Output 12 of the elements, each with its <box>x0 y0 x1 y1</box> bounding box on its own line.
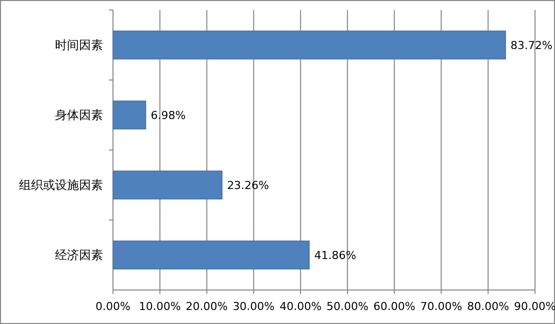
y-tick-label: 时间因素 <box>55 38 103 52</box>
data-label: 41.86% <box>314 249 356 262</box>
data-label: 83.72% <box>510 39 553 52</box>
bar <box>112 240 310 270</box>
data-label: 23.26% <box>227 179 270 192</box>
data-label: 6.98% <box>150 109 186 122</box>
bar <box>112 100 146 130</box>
bar <box>112 30 506 60</box>
y-tick-label: 身体因素 <box>55 108 103 122</box>
bar <box>112 170 222 200</box>
y-tick-label: 组织或设施因素 <box>19 178 103 192</box>
y-tick-label: 经济因素 <box>55 248 103 262</box>
